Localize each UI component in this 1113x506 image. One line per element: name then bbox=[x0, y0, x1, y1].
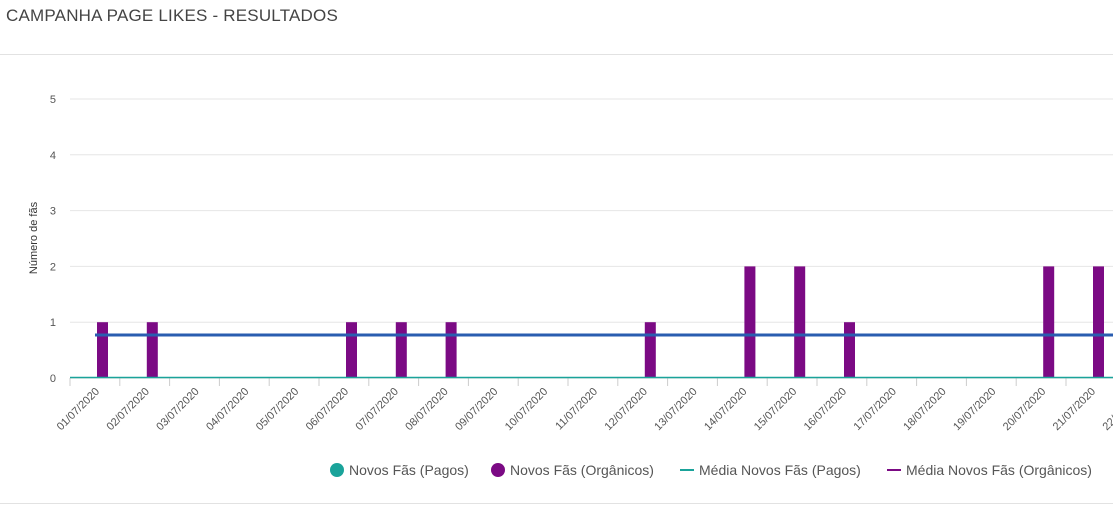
legend-label: Média Novos Fãs (Orgânicos) bbox=[906, 462, 1092, 478]
y-axis-label: Número de fãs bbox=[28, 201, 40, 274]
avg-line-layer bbox=[70, 333, 1113, 379]
bar-organic[interactable] bbox=[744, 266, 756, 378]
bar-organic[interactable] bbox=[1093, 266, 1104, 378]
y-tick-label: 1 bbox=[50, 317, 56, 329]
y-tick-label: 4 bbox=[50, 150, 56, 162]
x-tick-label: 08/07/2020 bbox=[403, 386, 450, 433]
x-tick-label: 02/07/2020 bbox=[105, 386, 152, 433]
bar-organic[interactable] bbox=[794, 266, 806, 378]
x-axis-ticks: 01/07/2020 02/07/2020 03/07/2020 04/07/2020… bbox=[55, 386, 1113, 433]
x-tick-label: 10/07/2020 bbox=[503, 386, 550, 433]
legend-item[interactable]: Novos Fãs (Orgânicos) bbox=[491, 462, 654, 478]
x-tick-label: 22/07/2020 bbox=[1101, 386, 1113, 433]
y-tick-label: 0 bbox=[50, 373, 56, 385]
bar-organic[interactable] bbox=[395, 322, 407, 378]
legend-dot-icon bbox=[330, 463, 344, 477]
bar-layer bbox=[97, 266, 1104, 378]
x-tick-label: 19/07/2020 bbox=[951, 386, 998, 433]
x-tick-label: 13/07/2020 bbox=[652, 386, 699, 433]
legend-label: Novos Fãs (Pagos) bbox=[349, 462, 469, 478]
x-tick-label: 09/07/2020 bbox=[453, 386, 500, 433]
x-tick-label: 07/07/2020 bbox=[354, 386, 401, 433]
legend-item[interactable]: Média Novos Fãs (Orgânicos) bbox=[887, 462, 1092, 478]
x-tick-label: 21/07/2020 bbox=[1051, 386, 1098, 433]
chart-header: CAMPANHA PAGE LIKES - RESULTADOS bbox=[0, 0, 1113, 55]
y-axis-ticks: 0 1 2 3 4 5 bbox=[50, 94, 56, 385]
x-tick-label: 04/07/2020 bbox=[204, 386, 251, 433]
page-title: CAMPANHA PAGE LIKES - RESULTADOS bbox=[6, 6, 338, 25]
footer-divider bbox=[0, 503, 1113, 504]
legend-label: Novos Fãs (Orgânicos) bbox=[510, 462, 654, 478]
grid-layer bbox=[69, 98, 1113, 386]
y-tick-label: 5 bbox=[50, 94, 56, 106]
chart-area: 0 1 2 3 4 5 Número de fãs 01/07/2020 02/07/202… bbox=[28, 94, 1113, 478]
x-tick-label: 06/07/2020 bbox=[304, 386, 351, 433]
bar-organic[interactable] bbox=[844, 322, 855, 378]
y-tick-label: 2 bbox=[50, 261, 56, 273]
bar-organic[interactable] bbox=[445, 322, 457, 378]
x-tick-label: 18/07/2020 bbox=[901, 386, 948, 433]
x-tick-label: 05/07/2020 bbox=[254, 386, 301, 433]
bar-organic[interactable] bbox=[146, 322, 158, 378]
bar-organic[interactable] bbox=[97, 322, 108, 378]
y-tick-label: 3 bbox=[50, 206, 56, 218]
bar-organic[interactable] bbox=[644, 322, 656, 378]
x-tick-label: 11/07/2020 bbox=[553, 386, 600, 433]
legend-item[interactable]: Novos Fãs (Pagos) bbox=[330, 462, 469, 478]
x-tick-label: 20/07/2020 bbox=[1001, 386, 1048, 433]
legend[interactable]: Novos Fãs (Pagos) Novos Fãs (Orgânicos) Mé… bbox=[330, 462, 1092, 478]
x-tick-label: 12/07/2020 bbox=[603, 386, 650, 433]
legend-dot-icon bbox=[491, 463, 505, 477]
x-tick-label: 01/07/2020 bbox=[55, 386, 102, 433]
bar-organic[interactable] bbox=[1043, 266, 1055, 378]
x-tick-label: 16/07/2020 bbox=[802, 386, 849, 433]
legend-label: Média Novos Fãs (Pagos) bbox=[699, 462, 861, 478]
bar-organic[interactable] bbox=[346, 322, 357, 378]
x-tick-label: 14/07/2020 bbox=[702, 386, 749, 433]
legend-item[interactable]: Média Novos Fãs (Pagos) bbox=[680, 462, 861, 478]
x-tick-label: 15/07/2020 bbox=[752, 386, 799, 433]
x-tick-label: 17/07/2020 bbox=[852, 386, 899, 433]
x-tick-label: 03/07/2020 bbox=[154, 386, 201, 433]
